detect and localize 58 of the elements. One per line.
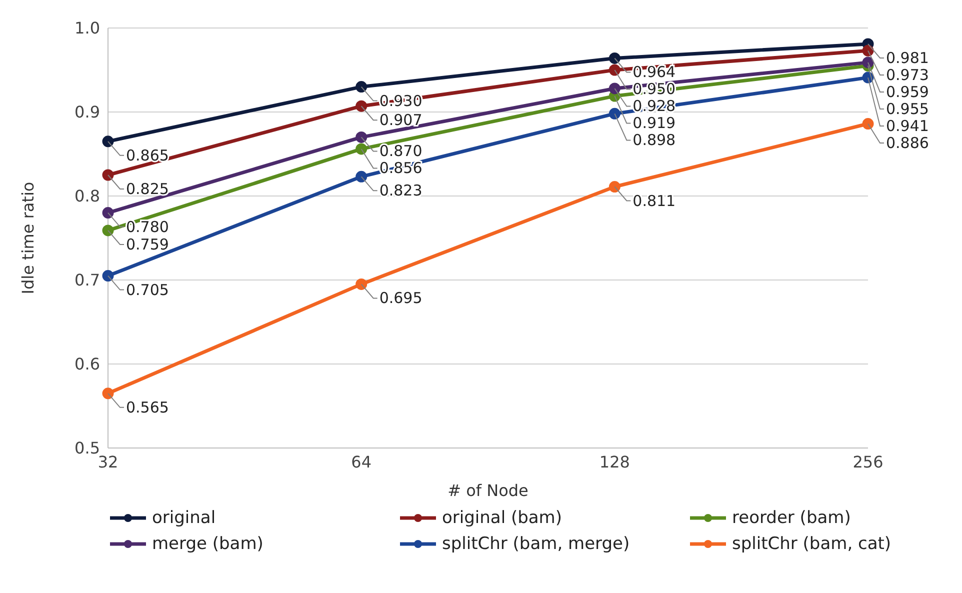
point [608,181,620,193]
point [356,278,368,290]
data-label: 0.870 [379,142,422,160]
point [608,64,620,76]
data-label: 0.919 [632,114,676,132]
data-label: 0.811 [632,192,676,210]
point [356,143,368,155]
point [608,82,620,94]
point [608,52,620,64]
point [356,100,368,112]
y-tick-label: 0.5 [74,438,100,458]
legend-label: original (bam) [442,508,562,528]
data-label: 0.955 [886,100,929,118]
data-label: 0.695 [379,289,422,308]
point [862,56,874,68]
x-tick-label: 256 [852,452,884,472]
x-tick-label: 64 [351,452,372,472]
x-tick-label: 32 [98,452,118,472]
data-label: 0.825 [126,180,169,198]
data-label: 0.780 [126,218,169,236]
y-tick-label: 0.8 [74,186,100,206]
x-tick-label: 128 [599,452,630,472]
data-label: 0.705 [126,280,169,299]
point [356,131,368,143]
data-label: 0.865 [126,146,169,164]
point [102,388,114,400]
point [356,81,368,93]
data-label: 0.964 [632,63,676,82]
point [102,207,114,219]
y-tick-label: 1.0 [74,18,100,38]
data-label: 0.898 [632,131,676,150]
data-label: 0.941 [886,116,929,135]
data-label: 0.981 [886,48,929,67]
point [102,169,114,181]
data-label: 0.759 [126,235,169,254]
point [102,136,114,148]
data-label: 0.907 [379,111,422,130]
y-axis-title: Idle time ratio [18,182,38,294]
y-tick-label: 0.7 [74,270,100,290]
legend-label: merge (bam) [152,534,264,554]
legend-label: original [152,508,216,528]
point [356,170,368,182]
data-label: 0.959 [886,82,929,101]
legend-label: reorder (bam) [732,508,851,528]
point [102,224,114,236]
point [862,118,874,130]
data-label: 0.823 [379,182,422,200]
legend-label: splitChr (bam, cat) [732,534,892,554]
point [862,44,874,56]
x-axis-title: # of Node [448,481,528,500]
point [102,270,114,282]
data-label: 0.886 [886,134,929,152]
legend-label: splitChr (bam, merge) [442,534,630,554]
data-label: 0.973 [886,66,929,84]
y-tick-label: 0.6 [74,354,100,374]
point [608,108,620,120]
y-tick-label: 0.9 [74,102,100,122]
data-label: 0.565 [126,398,169,416]
